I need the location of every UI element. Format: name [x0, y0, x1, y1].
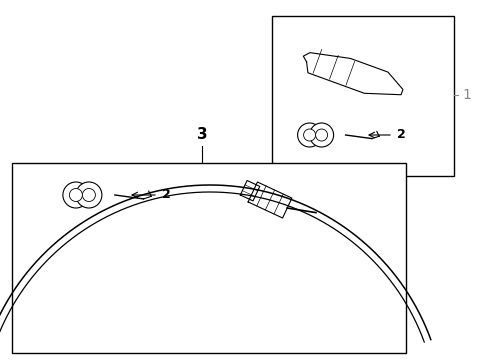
- Bar: [12, 163, 405, 353]
- Circle shape: [309, 123, 333, 147]
- Circle shape: [82, 189, 95, 202]
- Circle shape: [63, 182, 89, 208]
- Text: 2: 2: [162, 189, 170, 202]
- Text: 3: 3: [196, 127, 207, 142]
- Text: 1: 1: [461, 88, 470, 102]
- Polygon shape: [247, 182, 291, 218]
- Circle shape: [297, 123, 321, 147]
- Polygon shape: [240, 180, 259, 201]
- Circle shape: [76, 182, 102, 208]
- Bar: [271, 16, 453, 176]
- Polygon shape: [303, 53, 402, 95]
- Circle shape: [69, 189, 82, 202]
- Text: 2: 2: [396, 129, 405, 141]
- Circle shape: [303, 129, 315, 141]
- Circle shape: [315, 129, 327, 141]
